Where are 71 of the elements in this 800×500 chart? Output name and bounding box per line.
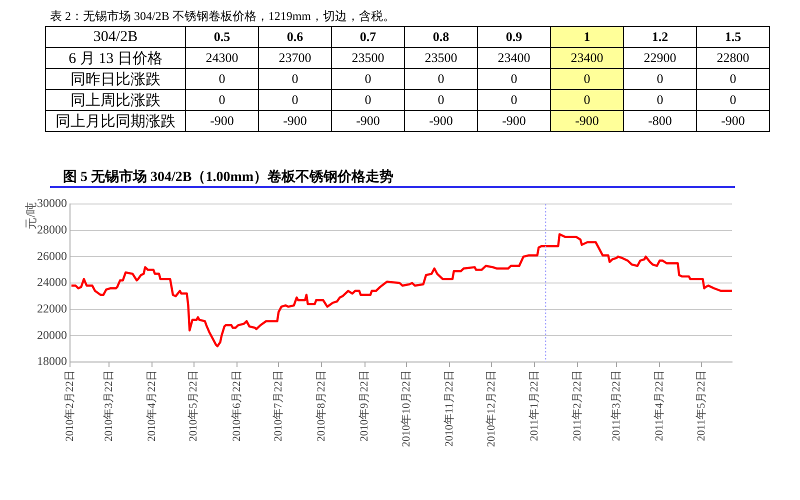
y-tick-label: 28000: [37, 222, 67, 236]
data-label: 22900: [624, 48, 696, 68]
data-label: -800: [624, 110, 696, 132]
y-tick-label: 26000: [37, 248, 67, 263]
x-tick-label: 2010年10月22日: [400, 370, 412, 447]
data-label: 0: [332, 90, 404, 110]
data-label: -900: [258, 110, 332, 132]
y-tick-label: 22000: [37, 301, 67, 316]
data-label: 0: [624, 68, 696, 90]
data-label: 0: [478, 68, 550, 90]
data-label: 0: [332, 68, 404, 90]
y-tick-label: 18000: [37, 354, 67, 368]
data-label: 0: [550, 90, 624, 110]
x-tick-label: 0.7: [332, 26, 404, 48]
data-label: -900: [696, 110, 770, 132]
x-tick-label: 2011年3月22日: [610, 370, 622, 442]
x-tick-label: 1.5: [696, 26, 770, 48]
data-label: -900: [550, 110, 624, 132]
chart-title: 表 2：无锡市场 304/2B 不锈钢卷板价格，1219mm，切边，含税。: [50, 8, 396, 25]
x-tick-label: 0.5: [186, 26, 258, 48]
data-label: 23500: [404, 48, 478, 68]
x-tick-label: 2010年6月22日: [230, 370, 243, 442]
x-tick-label: 2010年4月22日: [146, 370, 158, 442]
data-label: -900: [332, 110, 404, 132]
data-label: 0: [258, 90, 332, 110]
data-label: 22800: [696, 48, 770, 68]
y-tick-label: 30000: [37, 196, 67, 210]
y-tick-label: 24000: [37, 275, 67, 290]
data-label: 0: [404, 68, 478, 90]
x-tick-label: 2010年5月22日: [188, 370, 200, 442]
data-label: 24300: [186, 48, 258, 68]
data-label: 0: [258, 68, 332, 90]
x-tick-label: 0.6: [258, 26, 332, 48]
x-tick-label: 2010年3月22日: [102, 370, 115, 442]
y-tick-label: 20000: [37, 328, 67, 342]
y-axis-title: 304/2B: [46, 26, 186, 48]
data-label: 0: [550, 68, 624, 90]
x-tick-label: 2011年4月22日: [654, 370, 666, 442]
chart-title: 图 5 无锡市场 304/2B（1.00mm）卷板不锈钢价格走势: [63, 168, 395, 186]
x-tick-label: 1.2: [624, 26, 696, 48]
data-label: 23400: [478, 48, 550, 68]
data-label: -900: [478, 110, 550, 132]
y-axis-title: 元/吨: [24, 202, 38, 230]
data-label: 0: [186, 68, 258, 90]
data-label: -900: [186, 110, 258, 132]
y-tick-label: 同昨日比涨跌: [46, 68, 186, 90]
x-tick-label: 2011年5月22日: [695, 370, 708, 442]
x-tick-label: 0.9: [478, 26, 550, 48]
x-tick-label: 2010年11月22日: [444, 370, 456, 447]
data-label: -900: [404, 110, 478, 132]
x-tick-label: 1: [550, 26, 624, 48]
x-tick-label: 2010年12月22日: [485, 370, 498, 447]
y-tick-label: 同上周比涨跌: [46, 90, 186, 110]
x-tick-label: 0.8: [404, 26, 478, 48]
x-tick-label: 2011年1月22日: [528, 370, 540, 442]
x-tick-label: 2010年2月22日: [64, 370, 76, 442]
x-tick-label: 2010年9月22日: [358, 370, 371, 442]
data-label: 0: [186, 90, 258, 110]
data-label: 0: [696, 68, 770, 90]
data-label: 0: [696, 90, 770, 110]
y-tick-label: 同上月比同期涨跌: [46, 110, 186, 132]
data-label: 23500: [332, 48, 404, 68]
data-label: 0: [478, 90, 550, 110]
x-tick-label: 2010年8月22日: [316, 370, 328, 442]
data-label: 23700: [258, 48, 332, 68]
data-label: 0: [624, 90, 696, 110]
y-tick-label: 6 月 13 日价格: [46, 48, 186, 68]
x-tick-label: 2010年7月22日: [272, 370, 285, 442]
data-label: 0: [404, 90, 478, 110]
data-label: 23400: [550, 48, 624, 68]
x-tick-label: 2011年2月22日: [572, 370, 584, 442]
